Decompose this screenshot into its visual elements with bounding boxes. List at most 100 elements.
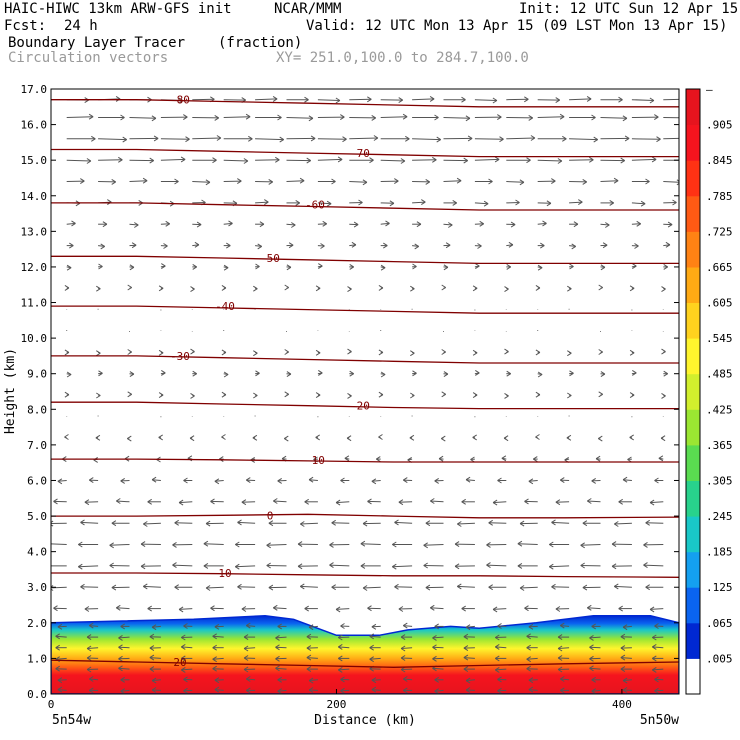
vector-head — [192, 263, 197, 268]
field-name: Boundary Layer Tracer — [8, 35, 186, 51]
circulation-vector — [212, 656, 224, 663]
circulation-vector — [631, 263, 637, 270]
vector-shaft — [517, 543, 538, 545]
vector-head — [149, 666, 155, 670]
circulation-vector — [380, 371, 386, 378]
vector-head — [142, 177, 148, 182]
vector-head — [163, 245, 168, 249]
circulation-vector — [317, 114, 345, 121]
vector-head — [436, 136, 441, 141]
circulation-vector — [369, 633, 381, 640]
vector-head — [318, 263, 323, 267]
vector-head — [373, 135, 379, 139]
y-tick-label: 11.0 — [21, 297, 48, 310]
vector-head — [214, 626, 220, 630]
circulation-vector — [143, 583, 161, 590]
vector-head — [212, 656, 217, 660]
vector-head — [362, 523, 368, 527]
circulation-vector — [98, 263, 103, 270]
vector-head — [591, 676, 596, 681]
vector-head — [96, 285, 101, 290]
vector-head — [127, 438, 132, 442]
vector-shaft — [560, 678, 570, 681]
vector-head — [652, 669, 657, 673]
circulation-vector — [380, 158, 406, 164]
circulation-vector — [66, 135, 96, 142]
vector-shaft — [623, 679, 632, 682]
vector-head — [595, 458, 601, 462]
vector-head — [402, 116, 408, 120]
vector-head — [567, 352, 572, 357]
circulation-vector — [205, 520, 224, 527]
vector-head — [304, 608, 309, 612]
circulation-vector — [488, 519, 507, 526]
circulation-vector — [277, 477, 287, 484]
vector-head — [618, 608, 623, 612]
vector-shaft — [360, 543, 381, 545]
circulation-vector — [474, 263, 480, 270]
vector-head — [210, 605, 215, 609]
circulation-vector — [129, 222, 139, 228]
vector-head — [425, 520, 431, 524]
vector-shaft — [336, 501, 350, 504]
vector-head — [180, 158, 186, 163]
vector-head — [96, 288, 101, 292]
colorbar-swatch — [686, 89, 700, 126]
vector-head — [622, 689, 628, 693]
vector-head — [618, 99, 623, 103]
vector-head — [591, 688, 596, 692]
circulation-vector — [98, 114, 125, 121]
vector-head — [192, 370, 197, 375]
colorbar-label: .065 — [706, 617, 733, 630]
vector-head — [569, 266, 574, 270]
vector-shaft — [569, 138, 598, 141]
vector-head — [266, 565, 271, 569]
x-axis-label: Distance (km) — [314, 713, 416, 728]
vector-head — [183, 690, 188, 694]
vector-head — [120, 480, 125, 484]
circulation-vector — [212, 665, 224, 672]
vector-head — [205, 179, 211, 183]
vector-head — [470, 456, 475, 460]
vector-head — [367, 605, 372, 609]
vector-head — [149, 668, 155, 673]
circulation-vector — [486, 562, 507, 569]
vector-head — [528, 689, 534, 693]
vector-head — [205, 523, 211, 527]
circulation-vector — [569, 243, 576, 250]
vector-head — [654, 676, 659, 680]
circulation-vector — [472, 434, 477, 441]
vector-shaft — [98, 138, 127, 141]
circulation-vector — [57, 686, 67, 693]
vector-head — [412, 370, 417, 374]
circulation-vector — [495, 666, 507, 673]
circulation-vector — [335, 499, 350, 506]
vector-shaft — [338, 646, 350, 649]
vector-head — [322, 220, 327, 225]
vector-head — [589, 658, 594, 662]
vector-head — [304, 96, 309, 101]
vector-head — [264, 199, 269, 203]
temperature-contour — [51, 572, 679, 578]
vector-head — [559, 116, 565, 120]
circulation-vector — [304, 498, 318, 505]
vector-head — [118, 658, 123, 662]
vector-head — [457, 523, 462, 527]
vector-head — [560, 479, 565, 484]
vector-head — [190, 348, 195, 353]
vector-head — [143, 521, 148, 525]
vector-shaft — [273, 500, 287, 503]
vector-head — [174, 584, 179, 588]
circulation-vector — [89, 687, 99, 694]
vector-head — [636, 223, 641, 227]
circulation-vector — [223, 158, 249, 164]
vector-head — [273, 607, 278, 611]
circulation-vector — [600, 199, 614, 206]
circulation-vector — [425, 584, 444, 591]
vector-head — [591, 623, 596, 627]
vector-head — [486, 564, 491, 569]
circulation-vector — [506, 157, 531, 164]
vector-head — [122, 139, 127, 143]
vector-head — [622, 680, 628, 684]
circulation-vector — [205, 585, 224, 591]
